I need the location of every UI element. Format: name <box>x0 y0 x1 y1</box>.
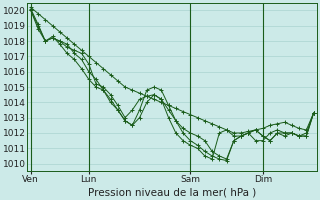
X-axis label: Pression niveau de la mer( hPa ): Pression niveau de la mer( hPa ) <box>88 187 256 197</box>
